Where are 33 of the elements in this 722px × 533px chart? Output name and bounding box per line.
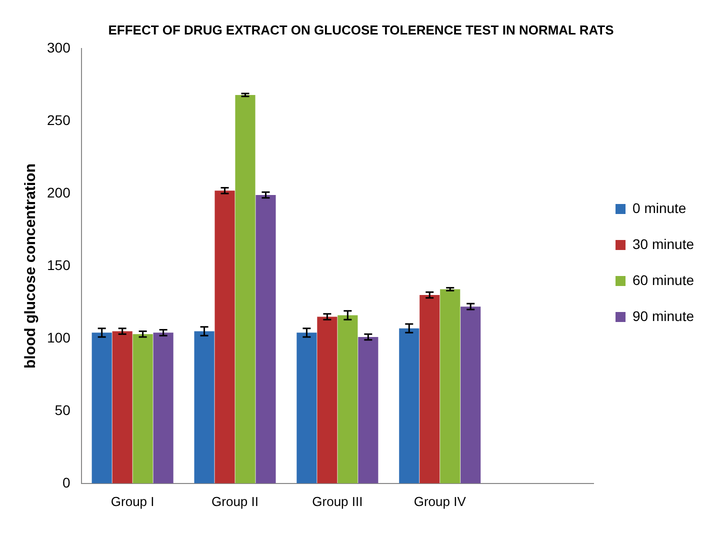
chart-title: EFFECT OF DRUG EXTRACT ON GLUCOSE TOLERENCE TEST IN NORMAL RATS — [108, 22, 614, 38]
y-tick-label: 250 — [47, 112, 71, 128]
bar — [256, 194, 276, 484]
bar — [399, 328, 420, 484]
y-tick-label: 100 — [47, 329, 71, 346]
legend-label: 60 minute — [632, 272, 694, 288]
bar — [153, 332, 174, 484]
bar — [338, 315, 358, 484]
bar — [92, 332, 112, 484]
bar — [358, 337, 378, 484]
bar — [112, 331, 132, 484]
bar — [420, 294, 440, 484]
bar — [214, 190, 235, 484]
x-tick-label: Group IV — [414, 494, 466, 509]
y-tick-label: 0 — [62, 474, 71, 490]
bar — [440, 289, 460, 484]
legend-label: 0 minute — [632, 200, 686, 216]
bar — [235, 94, 256, 484]
bar — [317, 316, 338, 484]
legend-label: 90 minute — [632, 308, 694, 324]
y-tick-label: 150 — [47, 256, 71, 273]
bar — [296, 332, 317, 484]
x-tick-label: Group I — [110, 494, 154, 509]
legend-label: 30 minute — [632, 236, 694, 252]
y-axis-title: blood glucose concentration — [22, 163, 40, 369]
bar — [194, 331, 214, 484]
x-tick-label: Group II — [212, 494, 258, 509]
x-tick-label: Group III — [312, 494, 363, 509]
y-tick-label: 300 — [47, 39, 71, 56]
bar — [132, 334, 153, 484]
y-tick-label: 200 — [47, 184, 71, 200]
y-tick-label: 50 — [54, 402, 71, 418]
bar — [460, 306, 481, 484]
